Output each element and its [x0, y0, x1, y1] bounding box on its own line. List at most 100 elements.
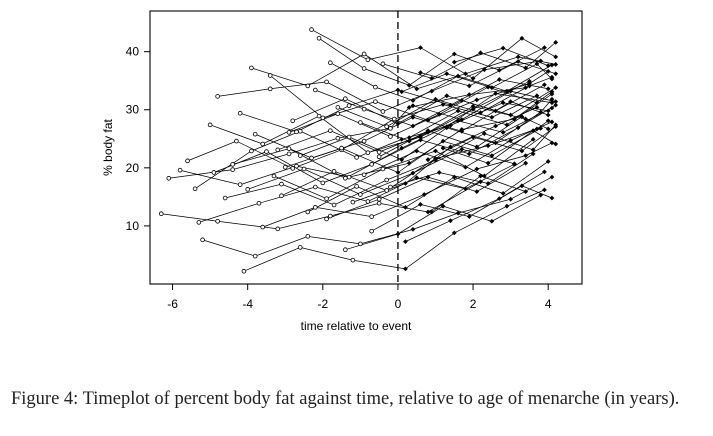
data-point [279, 181, 284, 187]
data-point [485, 160, 491, 166]
data-point [376, 200, 382, 206]
data-point [530, 151, 536, 157]
data-point [260, 141, 265, 147]
data-point [429, 88, 435, 94]
data-point [275, 147, 281, 153]
data-point [470, 103, 476, 109]
data-point [406, 135, 412, 141]
series-line-26 [307, 161, 549, 213]
data-point [410, 227, 416, 232]
data-point [444, 71, 450, 77]
data-point [519, 183, 525, 189]
data-point [500, 129, 506, 135]
series-line-39 [315, 87, 556, 127]
series-line-15 [330, 62, 553, 101]
data-point [354, 184, 359, 189]
data-point [515, 125, 521, 131]
data-point [493, 91, 498, 96]
x-tick-label: 0 [395, 297, 402, 311]
data-point [451, 59, 457, 65]
data-point [350, 257, 356, 263]
data-point [451, 230, 457, 236]
figure-caption: Figure 4: Timeplot of percent body fat a… [11, 389, 680, 409]
data-point [418, 45, 423, 50]
data-point [324, 79, 329, 85]
data-point [519, 148, 525, 154]
data-point [185, 158, 190, 164]
data-point [481, 67, 487, 73]
series-line-14 [318, 37, 545, 86]
data-point [369, 162, 374, 167]
data-point [542, 169, 547, 175]
data-point [553, 85, 559, 91]
data-point [324, 196, 329, 201]
data-point [553, 54, 559, 60]
data-point [346, 134, 352, 140]
series-line-25 [213, 104, 556, 184]
series-line-21 [225, 124, 556, 206]
data-point [553, 102, 559, 108]
data-point [249, 148, 254, 154]
data-point [504, 88, 510, 94]
data-point [320, 115, 326, 121]
data-point [534, 100, 540, 106]
data-point [376, 149, 382, 155]
x-tick-label: -6 [167, 297, 178, 311]
data-point [508, 99, 514, 105]
data-point [542, 82, 547, 88]
data-point [343, 96, 348, 102]
data-point [515, 54, 521, 60]
data-point [508, 196, 514, 202]
data-point [545, 159, 551, 164]
data-point [252, 253, 258, 259]
data-point [478, 179, 483, 185]
data-point [395, 170, 401, 175]
data-point [534, 105, 540, 110]
series-line-37 [390, 153, 534, 188]
data-point [256, 200, 262, 206]
data-point [343, 175, 348, 181]
data-point [489, 218, 495, 224]
data-point [391, 116, 397, 122]
x-tick-label: 4 [545, 297, 552, 311]
series-line-50 [285, 127, 541, 173]
data-point [553, 124, 559, 129]
data-point [466, 92, 472, 98]
data-point [305, 83, 311, 89]
data-point [312, 184, 318, 190]
data-point [455, 73, 461, 79]
data-point [444, 93, 450, 99]
timeplot-chart: -6 -4 -2 0 2 4 10 20 30 40 time relative to even… [101, 10, 583, 333]
data-point [448, 144, 453, 150]
data-point [549, 100, 555, 106]
data-point [380, 166, 386, 172]
data-point [530, 136, 536, 142]
data-point [305, 209, 311, 215]
data-point [320, 180, 326, 186]
data-point [241, 268, 247, 274]
data-point [523, 153, 529, 159]
data-point [485, 143, 491, 149]
data-point [440, 203, 446, 209]
data-point [260, 224, 265, 230]
data-point [158, 211, 164, 217]
data-point [275, 226, 281, 232]
data-point [538, 125, 544, 131]
data-point [448, 218, 453, 224]
data-point [478, 110, 483, 116]
data-point [530, 128, 536, 134]
series-line-3 [180, 91, 553, 186]
data-point [237, 110, 243, 116]
data-point [500, 100, 506, 106]
data-point [297, 245, 303, 250]
data-point [410, 170, 416, 176]
data-point [177, 167, 183, 173]
data-point [267, 73, 273, 78]
data-point [478, 173, 483, 179]
data-point [414, 148, 420, 154]
data-point [433, 148, 438, 154]
data-point [369, 214, 374, 219]
data-point [455, 210, 461, 216]
data-point [380, 61, 386, 67]
data-point [346, 103, 352, 108]
